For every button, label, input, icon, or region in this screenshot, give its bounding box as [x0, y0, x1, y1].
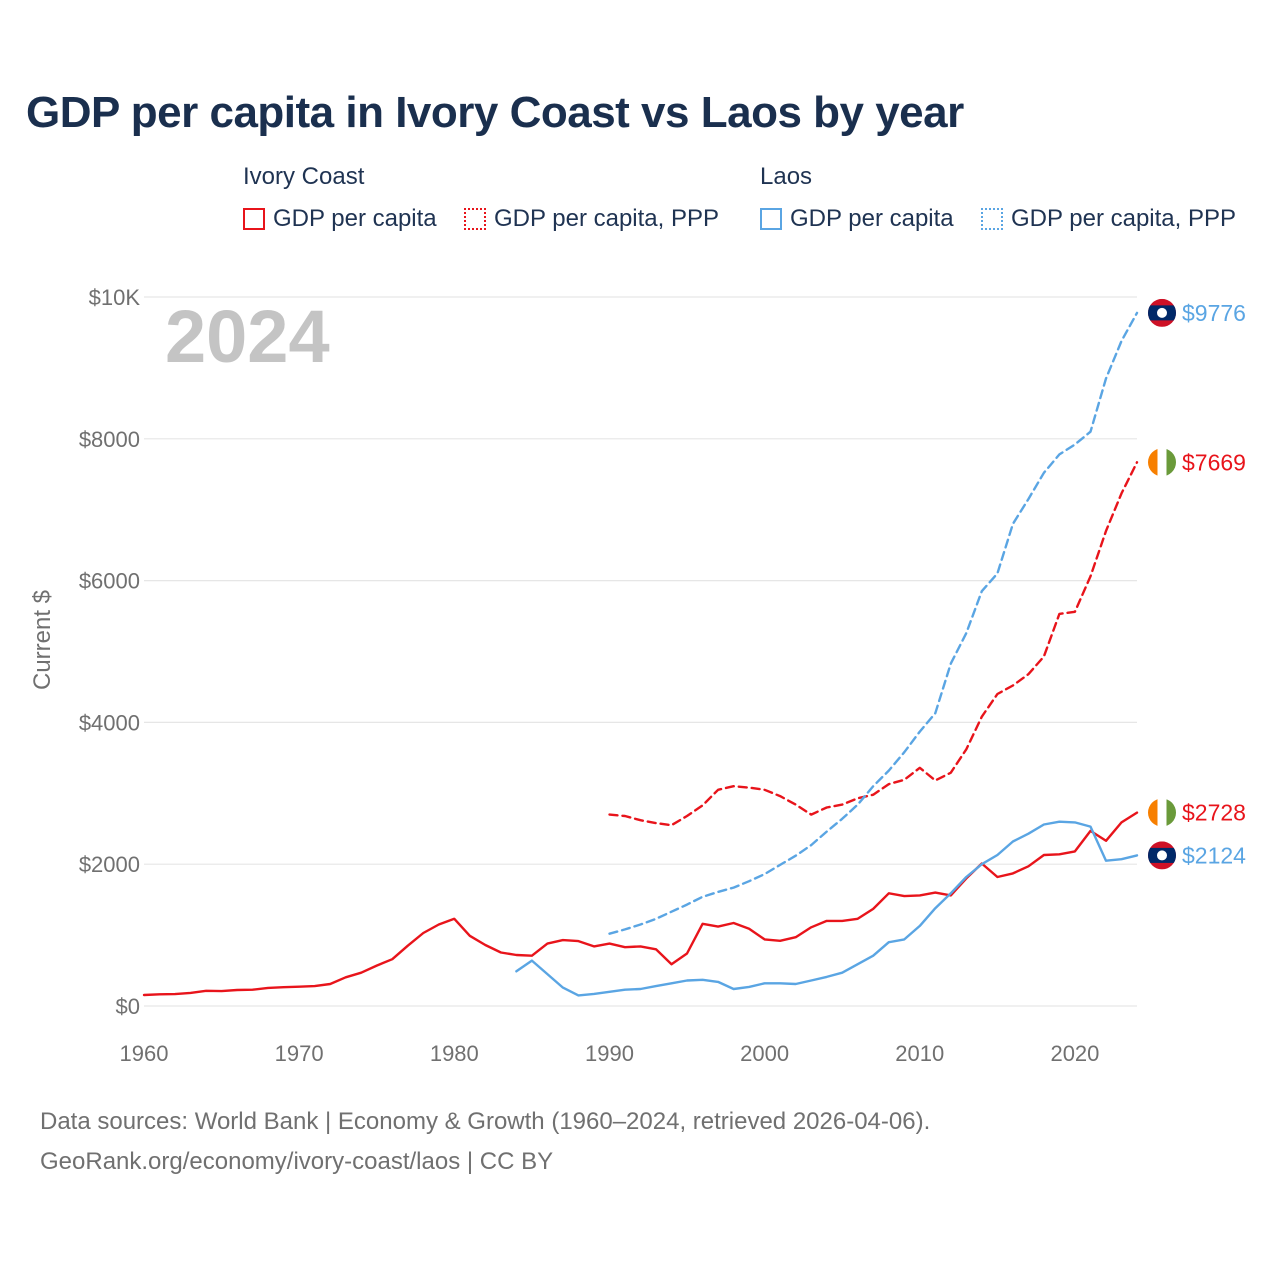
end-value-label: $7669 [1182, 449, 1246, 475]
legend-swatch-dotted-blue [981, 208, 1003, 230]
footer-sources: Data sources: World Bank | Economy & Gro… [40, 1108, 931, 1135]
y-tick-label: $2000 [79, 852, 140, 877]
y-tick-label: $0 [116, 994, 140, 1019]
x-tick-label: 1980 [430, 1041, 479, 1066]
series-lines [142, 311, 1139, 997]
legend-label: GDP per capita, PPP [1011, 205, 1236, 232]
x-axis-ticks: 1960 1970 1980 1990 2000 2010 2020 [120, 1041, 1100, 1066]
legend-item-ivory-coast-gdp[interactable]: GDP per capita [243, 205, 437, 233]
legend-group-laos: Laos [760, 163, 813, 190]
chart-title: GDP per capita in Ivory Coast vs Laos by… [26, 88, 964, 137]
end-labels: $2728 $7669 $2124 $9776 [1148, 298, 1246, 870]
legend-group-ivory-coast: Ivory Coast [243, 163, 365, 190]
legend-swatch-solid-blue [760, 208, 782, 230]
y-tick-label: $10K [89, 285, 141, 310]
x-tick-label: 2000 [740, 1041, 789, 1066]
laos-flag-icon [1148, 298, 1176, 327]
series-line-0 [142, 811, 1139, 997]
ivory-coast-flag-icon [1148, 798, 1176, 827]
x-tick-label: 2020 [1050, 1041, 1099, 1066]
legend-item-laos-gdp-ppp[interactable]: GDP per capita, PPP [981, 205, 1236, 233]
year-watermark: 2024 [165, 295, 330, 378]
y-tick-label: $6000 [79, 569, 140, 594]
grid-lines [144, 296, 1137, 1007]
end-value-label: $2728 [1182, 800, 1246, 826]
laos-flag-icon [1148, 841, 1176, 870]
legend-item-laos-gdp[interactable]: GDP per capita [760, 205, 954, 233]
y-tick-label: $4000 [79, 710, 140, 735]
legend-label: GDP per capita, PPP [494, 205, 719, 232]
y-axis-ticks: $0 $2000 $4000 $6000 $8000 $10K [79, 285, 141, 1019]
legend-swatch-solid-red [243, 208, 265, 230]
x-tick-label: 2010 [895, 1041, 944, 1066]
x-tick-label: 1960 [120, 1041, 169, 1066]
series-line-1 [608, 461, 1139, 827]
legend-label: GDP per capita [790, 205, 954, 232]
end-value-label: $2124 [1182, 842, 1246, 868]
legend-label: GDP per capita [273, 205, 437, 232]
y-tick-label: $8000 [79, 427, 140, 452]
legend-swatch-dotted-red [464, 208, 486, 230]
x-tick-label: 1970 [275, 1041, 324, 1066]
x-tick-label: 1990 [585, 1041, 634, 1066]
y-axis-label: Current $ [29, 590, 56, 690]
end-value-label: $9776 [1182, 300, 1246, 326]
ivory-coast-flag-icon [1148, 448, 1176, 477]
legend-item-ivory-coast-gdp-ppp[interactable]: GDP per capita, PPP [464, 205, 719, 233]
series-line-3 [608, 311, 1139, 935]
footer-link[interactable]: GeoRank.org/economy/ivory-coast/laos | C… [40, 1148, 554, 1175]
series-line-2 [515, 820, 1139, 997]
